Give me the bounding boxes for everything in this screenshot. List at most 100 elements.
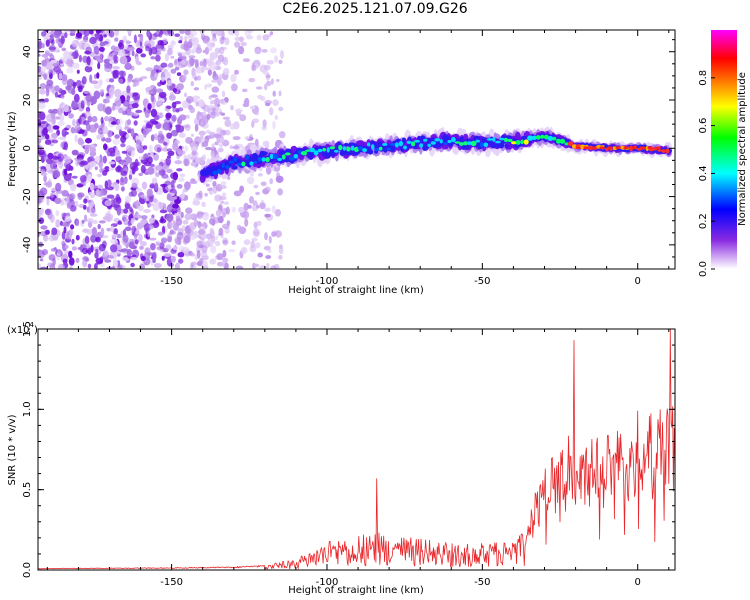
bottom-x-tick-label: 0 — [635, 577, 641, 588]
ridge-core — [451, 137, 456, 143]
bottom-x-tick-label: -150 — [160, 577, 183, 588]
ridge-core — [427, 143, 432, 147]
noise-speckle — [136, 47, 143, 54]
noise-speckle — [141, 181, 148, 190]
noise-speckle — [56, 252, 61, 261]
noise-speckle — [123, 217, 129, 226]
noise-speckle — [75, 159, 80, 167]
noise-speckle — [71, 238, 75, 245]
noise-speckle — [214, 112, 220, 117]
noise-speckle — [218, 227, 224, 236]
top-y-tick-label: 40 — [22, 45, 33, 58]
noise-speckle — [211, 143, 215, 150]
noise-speckle — [274, 115, 278, 120]
noise-speckle — [139, 245, 144, 250]
noise-speckle — [199, 61, 204, 67]
noise-speckle — [71, 175, 78, 179]
noise-speckle — [87, 60, 91, 66]
noise-speckle — [257, 173, 263, 177]
noise-speckle — [53, 66, 61, 73]
noise-speckle — [105, 213, 114, 220]
noise-speckle — [271, 205, 276, 214]
noise-speckle — [161, 77, 165, 82]
noise-speckle — [181, 190, 185, 200]
bottom-y-tick-label: 1.5 — [22, 321, 33, 337]
noise-speckle — [249, 196, 254, 204]
noise-speckle — [166, 213, 174, 222]
noise-speckle — [102, 170, 108, 176]
noise-speckle — [75, 32, 83, 38]
noise-speckle — [113, 228, 118, 236]
ridge-core — [334, 149, 339, 153]
noise-speckle — [140, 194, 148, 199]
ridge-core — [520, 139, 524, 145]
noise-speckle — [119, 56, 128, 65]
noise-speckle — [190, 81, 194, 87]
noise-speckle — [54, 85, 60, 92]
noise-speckle — [108, 167, 115, 171]
noise-speckle — [214, 194, 222, 202]
noise-speckle — [147, 103, 152, 110]
noise-speckle — [209, 258, 217, 265]
noise-speckle — [38, 142, 41, 147]
noise-speckle — [155, 54, 161, 62]
noise-speckle — [97, 103, 105, 112]
ridge-core — [540, 134, 545, 139]
noise-speckle — [57, 120, 65, 126]
ridge-core — [261, 157, 266, 162]
noise-speckle — [215, 209, 222, 217]
noise-speckle — [166, 168, 173, 174]
noise-speckle — [87, 263, 92, 269]
noise-speckle — [45, 229, 50, 235]
noise-speckle — [274, 209, 281, 217]
ridge-core — [272, 153, 279, 160]
noise-speckle — [172, 88, 178, 93]
noise-speckle — [204, 192, 208, 197]
noise-speckle — [172, 245, 179, 251]
noise-speckle — [124, 62, 132, 70]
noise-speckle — [120, 170, 128, 176]
noise-speckle — [277, 188, 283, 196]
noise-speckle — [39, 88, 46, 95]
noise-speckle — [256, 220, 262, 226]
ridge-core — [309, 147, 315, 153]
noise-speckle — [170, 40, 176, 46]
ridge-core — [423, 138, 428, 142]
noise-speckle — [118, 108, 124, 114]
noise-speckle — [100, 30, 106, 36]
noise-speckle — [41, 129, 46, 137]
noise-speckle — [84, 214, 88, 222]
noise-speckle — [55, 219, 61, 228]
noise-speckle — [234, 144, 239, 150]
ridge-core — [322, 147, 327, 152]
noise-speckle — [265, 255, 272, 259]
noise-speckle — [243, 239, 251, 246]
noise-speckle — [219, 195, 227, 201]
noise-speckle — [212, 73, 219, 81]
noise-speckle — [41, 54, 49, 58]
noise-speckle — [122, 234, 129, 243]
noise-speckle — [63, 168, 68, 176]
noise-speckle — [223, 56, 229, 66]
bottom-x-tick-label: -50 — [474, 577, 490, 588]
noise-speckle — [193, 230, 198, 239]
noise-speckle — [60, 89, 67, 95]
noise-speckle — [94, 122, 99, 129]
ridge-core — [403, 145, 407, 150]
noise-speckle — [211, 51, 218, 60]
noise-speckle — [181, 59, 186, 65]
noise-speckle — [143, 209, 151, 213]
noise-speckle — [232, 136, 241, 141]
noise-speckle — [178, 258, 184, 264]
noise-speckle — [103, 143, 108, 151]
noise-speckle — [191, 37, 199, 46]
noise-speckle — [134, 239, 139, 245]
noise-speckle — [41, 31, 47, 37]
noise-speckle — [115, 166, 123, 173]
noise-speckle — [114, 88, 122, 98]
noise-speckle — [116, 207, 122, 216]
noise-speckle — [153, 114, 160, 121]
noise-speckle — [176, 51, 181, 55]
noise-speckle — [147, 156, 153, 164]
noise-speckle — [243, 202, 249, 211]
